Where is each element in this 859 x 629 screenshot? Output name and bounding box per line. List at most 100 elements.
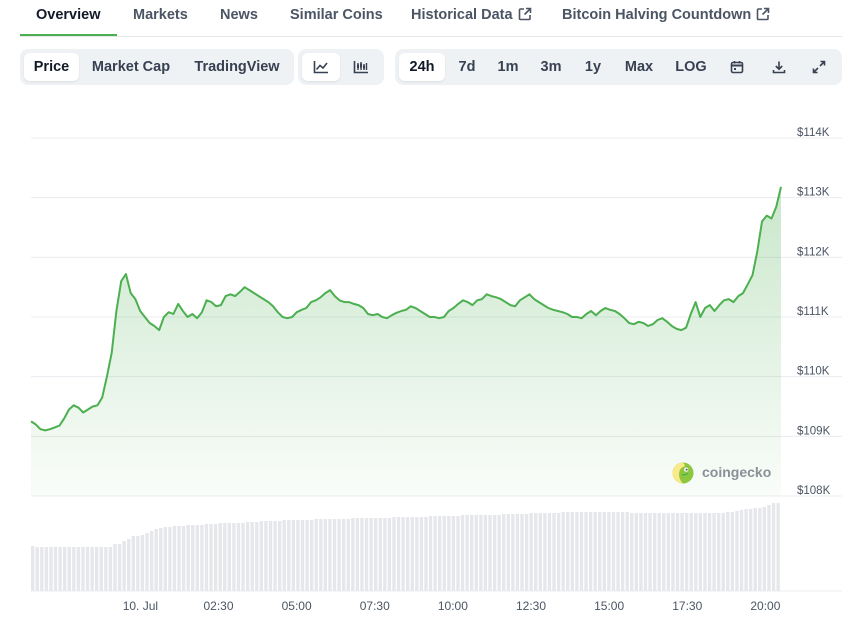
volume-bar [291, 520, 296, 591]
volume-bar [392, 517, 396, 591]
tab-bitcoin-halving-countdown[interactable]: Bitcoin Halving Countdown [562, 6, 770, 34]
volume-bar [620, 512, 625, 591]
download-button[interactable] [761, 53, 797, 81]
volume-bar [218, 523, 222, 591]
metric-tab-price[interactable]: Price [24, 53, 79, 81]
candlestick-chart-icon [353, 61, 368, 74]
calendar-icon [730, 61, 744, 74]
volume-bar [739, 510, 744, 591]
volume-bar [694, 513, 698, 591]
volume-bar [447, 516, 451, 591]
volume-bar [40, 547, 44, 591]
y-tick-label: $114K [797, 127, 830, 139]
volume-bar [424, 517, 428, 591]
volume-bar [99, 547, 103, 591]
volume-bar [442, 516, 446, 591]
volume-bar [76, 547, 81, 591]
volume-bar [716, 513, 721, 591]
volume-bar [264, 521, 268, 591]
volume-bar [483, 515, 488, 591]
volume-bar [113, 544, 117, 591]
volume-bar [108, 547, 113, 591]
volume-bar [323, 519, 328, 591]
volume-bar [259, 521, 264, 591]
volume-bar [506, 514, 510, 591]
volume-bar [168, 527, 172, 591]
volume-bar [328, 519, 332, 591]
volume-bar [730, 512, 735, 591]
price-chart[interactable]: $108K $109K $110K $111K $112K $113K $114K 10. … [0, 100, 859, 620]
range-3m-button[interactable]: 3m [540, 59, 562, 75]
volume-bar [666, 513, 671, 591]
x-tick-label: 07:30 [360, 599, 390, 613]
volume-bar [44, 547, 49, 591]
tab-markets[interactable]: Markets [133, 7, 188, 23]
metric-tab-tradingview[interactable]: TradingView [194, 59, 280, 75]
range-1y-button[interactable]: 1y [584, 59, 602, 75]
tab-news[interactable]: News [220, 7, 258, 23]
y-tick-label: $111K [797, 306, 829, 318]
line-chart-button[interactable] [302, 53, 340, 81]
volume-bar [771, 503, 776, 591]
volume-bar [744, 509, 748, 591]
volume-bar [282, 520, 286, 591]
volume-bar [630, 513, 634, 591]
x-tick-label: 05:00 [282, 599, 312, 613]
range-1m-button[interactable]: 1m [497, 59, 519, 75]
volume-bar [524, 514, 529, 591]
gecko-logo-icon [672, 462, 694, 484]
volume-bar [721, 513, 725, 591]
volume-bar [616, 512, 620, 591]
volume-bar [758, 508, 762, 591]
volume-bar [145, 533, 149, 591]
candlestick-chart-button[interactable] [342, 53, 380, 81]
volume-bar [451, 516, 456, 591]
fullscreen-button[interactable] [801, 53, 837, 81]
volume-bar [35, 547, 39, 591]
date-range-button[interactable] [719, 53, 755, 81]
tab-similar-coins[interactable]: Similar Coins [290, 7, 383, 23]
range-24h-button[interactable]: 24h [399, 53, 445, 81]
y-tick-label: $110K [797, 366, 830, 378]
volume-bar [776, 503, 780, 591]
volume-bar [255, 522, 259, 591]
volume-bars [31, 503, 780, 591]
volume-bar [172, 526, 177, 591]
volume-bar [149, 531, 154, 591]
volume-bar [154, 529, 158, 591]
price-area [31, 186, 781, 496]
volume-bar [241, 523, 245, 591]
volume-bar [561, 512, 565, 591]
volume-bar [735, 511, 739, 591]
range-max-button[interactable]: Max [624, 59, 654, 75]
volume-bar [81, 547, 85, 591]
volume-bar [309, 520, 314, 591]
volume-bar [95, 547, 99, 591]
volume-bar [90, 547, 94, 591]
x-tick-label: 17:30 [672, 599, 702, 613]
volume-bar [479, 515, 483, 591]
volume-bar [305, 520, 309, 591]
volume-bar [460, 515, 465, 591]
volume-bar [515, 514, 520, 591]
external-link-icon [518, 7, 531, 21]
volume-bar [492, 515, 497, 591]
tab-historical-data[interactable]: Historical Data [411, 6, 532, 34]
chart-type-group [298, 49, 384, 85]
volume-bar [131, 536, 135, 591]
top-nav: Overview Markets News Similar Coins Hist… [20, 0, 842, 37]
volume-bar [177, 526, 181, 591]
metric-tab-market-cap[interactable]: Market Cap [91, 59, 171, 75]
volume-bar [698, 513, 703, 591]
volume-bar [355, 518, 360, 591]
y-tick-label: $113K [797, 187, 830, 199]
external-link-icon [756, 7, 770, 21]
volume-bar [428, 516, 433, 591]
log-scale-button[interactable]: LOG [675, 59, 707, 75]
tab-overview[interactable]: Overview [20, 6, 116, 36]
fullscreen-icon [812, 60, 826, 74]
volume-bar [707, 513, 712, 591]
range-7d-button[interactable]: 7d [458, 59, 476, 75]
volume-bar [351, 518, 355, 591]
volume-bar [85, 547, 90, 591]
